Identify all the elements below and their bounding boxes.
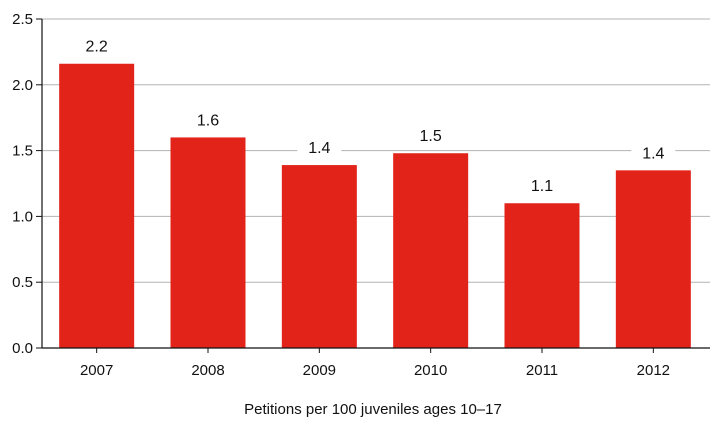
- x-tick-label: 2007: [80, 362, 113, 379]
- data-label: 1.5: [420, 128, 442, 145]
- y-tick-label: 1.5: [12, 143, 33, 160]
- data-label: 1.4: [308, 140, 330, 157]
- data-label-background: [520, 174, 564, 197]
- bar-2008: [170, 137, 246, 348]
- data-label-background: [408, 124, 453, 147]
- y-tick-label: 0.0: [12, 340, 33, 357]
- x-tick-label: 2011: [526, 362, 558, 379]
- x-axis-title: Petitions per 100 juveniles ages 10–17: [244, 401, 502, 418]
- bar-2012: [615, 170, 691, 348]
- data-label: 1.4: [642, 145, 664, 162]
- labels: 0.0 0.5 1.0 1.5 2.0 2.5 2.2 2007 1.6 2008 1.4 2009 1…: [12, 11, 676, 379]
- bar-2007: [59, 63, 135, 349]
- gridlines: [42, 18, 710, 283]
- axes: [36, 18, 710, 353]
- x-tick-label: 2010: [414, 362, 447, 379]
- data-label-background: [74, 34, 119, 57]
- y-tick-label: 0.5: [12, 274, 33, 291]
- data-label-background: [631, 141, 676, 164]
- bars: [59, 63, 691, 349]
- data-label: 1.6: [197, 112, 219, 129]
- data-label: 1.1: [531, 178, 553, 195]
- x-tick-label: 2009: [303, 362, 336, 379]
- x-tick-label: 2008: [191, 362, 224, 379]
- y-tick-label: 1.0: [12, 208, 33, 225]
- data-label-background: [297, 136, 342, 159]
- y-tick-label: 2.5: [12, 11, 33, 28]
- data-label: 2.2: [86, 39, 108, 56]
- bar-2010: [393, 153, 469, 348]
- y-tick-label: 2.0: [12, 77, 33, 94]
- x-tick-label: 2012: [637, 362, 670, 379]
- bar-2009: [281, 165, 357, 348]
- bar-2011: [504, 203, 580, 348]
- data-label-background: [186, 108, 230, 131]
